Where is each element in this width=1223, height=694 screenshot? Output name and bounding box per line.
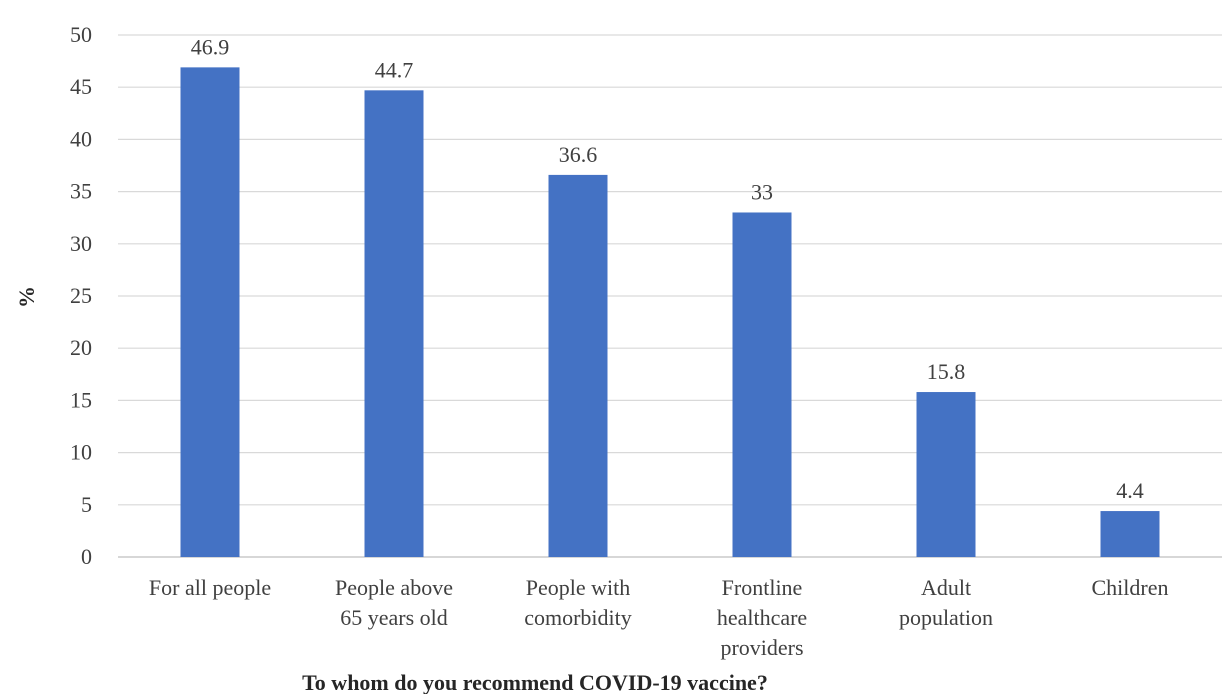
data-label: 44.7 bbox=[375, 57, 414, 82]
bar bbox=[548, 174, 608, 557]
y-tick-label: 45 bbox=[70, 74, 92, 99]
bar bbox=[180, 67, 240, 557]
data-labels: 46.9 44.7 36.6 33 15.8 4.4 bbox=[191, 34, 1144, 503]
y-tick-label: 5 bbox=[81, 492, 92, 517]
data-label: 33 bbox=[751, 179, 773, 204]
y-tick-label: 15 bbox=[70, 387, 92, 412]
category-label: People with bbox=[526, 575, 631, 600]
bar bbox=[916, 392, 976, 557]
y-axis-ticks: 0 5 10 15 20 25 30 35 40 45 50 bbox=[70, 22, 92, 569]
bar bbox=[364, 90, 424, 557]
y-axis-title: % bbox=[14, 286, 39, 308]
data-label: 36.6 bbox=[559, 142, 598, 167]
y-tick-label: 0 bbox=[81, 544, 92, 569]
y-tick-label: 25 bbox=[70, 283, 92, 308]
data-label: 15.8 bbox=[927, 359, 966, 384]
category-label: 65 years old bbox=[340, 605, 448, 630]
category-label: comorbidity bbox=[524, 605, 632, 630]
y-tick-label: 35 bbox=[70, 179, 92, 204]
data-label: 4.4 bbox=[1116, 478, 1144, 503]
y-tick-label: 50 bbox=[70, 22, 92, 47]
bars bbox=[180, 67, 1160, 558]
y-tick-label: 20 bbox=[70, 335, 92, 360]
data-label: 46.9 bbox=[191, 34, 230, 59]
y-tick-label: 30 bbox=[70, 231, 92, 256]
category-labels: For all people People above 65 years old Pe… bbox=[149, 575, 1169, 660]
y-tick-label: 10 bbox=[70, 440, 92, 465]
gridlines bbox=[118, 34, 1222, 558]
bar bbox=[1100, 511, 1160, 557]
bar bbox=[732, 212, 792, 558]
x-axis-title: To whom do you recommend COVID-19 vaccin… bbox=[302, 670, 768, 694]
category-label: Children bbox=[1092, 575, 1169, 600]
category-label: For all people bbox=[149, 575, 271, 600]
category-label: People above bbox=[335, 575, 453, 600]
category-label: Frontline bbox=[722, 575, 803, 600]
category-label: population bbox=[899, 605, 993, 630]
category-label: healthcare bbox=[717, 605, 807, 630]
category-label: Adult bbox=[921, 575, 971, 600]
y-tick-label: 40 bbox=[70, 126, 92, 151]
category-label: providers bbox=[720, 635, 803, 660]
